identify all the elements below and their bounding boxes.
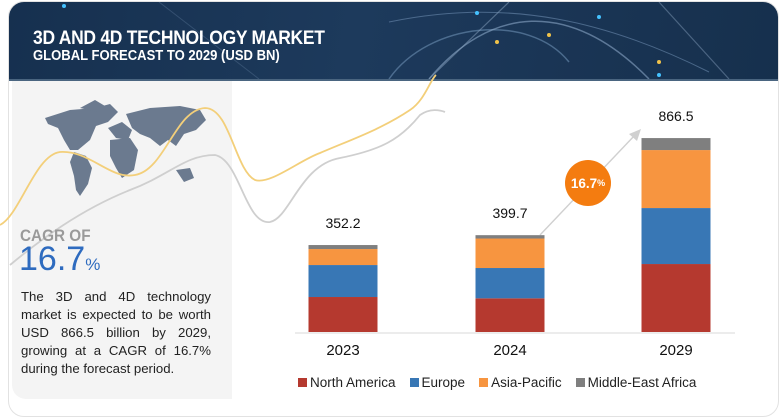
legend-label-north-america: North America [310, 375, 396, 390]
cagr-unit: % [85, 255, 101, 274]
growth-arrow-head [629, 129, 641, 141]
legend-swatch-asia-pacific [479, 378, 489, 387]
total-label-2029: 866.5 [658, 108, 694, 125]
bubble-unit: % [597, 178, 606, 188]
cagr-value: 16.7% [19, 240, 100, 279]
header-banner: 3D AND 4D TECHNOLOGY MARKET GLOBAL FOREC… [9, 2, 778, 81]
total-label-2023: 352.2 [325, 215, 361, 232]
yellow-curve [0, 74, 437, 226]
legend-swatch-europe [409, 378, 419, 387]
cagr-label: CAGR OF [20, 226, 91, 245]
bar-segment-2023-europe [308, 265, 378, 298]
bar-segment-2024-north-america [475, 298, 545, 332]
legend-item-asia-pacific: Asia-Pacific [479, 375, 562, 390]
total-label-2024: 399.7 [492, 205, 528, 222]
bar-segment-2029-middle-east-africa [641, 138, 711, 151]
chart-subtitle: GLOBAL FORECAST TO 2029 (USD BN) [33, 48, 280, 64]
summary-description: The 3D and 4D technology market is expec… [21, 289, 211, 376]
x-tick-label-2029: 2029 [659, 342, 693, 359]
bar-segment-2023-middle-east-africa [308, 245, 378, 250]
chart-title: 3D AND 4D TECHNOLOGY MARKET [33, 28, 325, 49]
bar-segment-2023-asia-pacific [308, 249, 378, 266]
legend-label-asia-pacific: Asia-Pacific [491, 375, 562, 390]
legend-item-europe: Europe [409, 375, 466, 390]
bar-segment-2024-europe [475, 268, 545, 299]
x-tick-label-2023: 2023 [326, 342, 360, 359]
bar-segment-2029-asia-pacific [641, 150, 711, 209]
bubble-value: 16.7 [570, 175, 598, 191]
bar-segment-2029-north-america [641, 264, 711, 332]
cagr-number: 16.7 [19, 240, 86, 278]
bar-segment-2023-north-america [308, 297, 378, 332]
legend-label-europe: Europe [421, 375, 466, 390]
legend-item-north-america: North America [298, 375, 396, 390]
bar-segment-2029-europe [641, 208, 711, 265]
gray-curve [9, 109, 446, 266]
banner-decoration [62, 2, 730, 79]
bar-segment-2024-asia-pacific [475, 238, 545, 269]
chart-legend: North America Europe Asia-Pacific Middle-Ea… [298, 375, 696, 390]
x-tick-label-2024: 2024 [493, 342, 527, 359]
legend-label-middle-east-africa: Middle-East Africa [587, 375, 697, 390]
legend-swatch-middle-east-africa [575, 378, 585, 387]
legend-item-middle-east-africa: Middle-East Africa [575, 375, 697, 390]
bar-segment-2024-middle-east-africa [475, 235, 545, 239]
legend-swatch-north-america [298, 378, 307, 387]
world-map-icon [45, 100, 206, 196]
cagr-growth-bubble: 16.7% [565, 160, 611, 206]
